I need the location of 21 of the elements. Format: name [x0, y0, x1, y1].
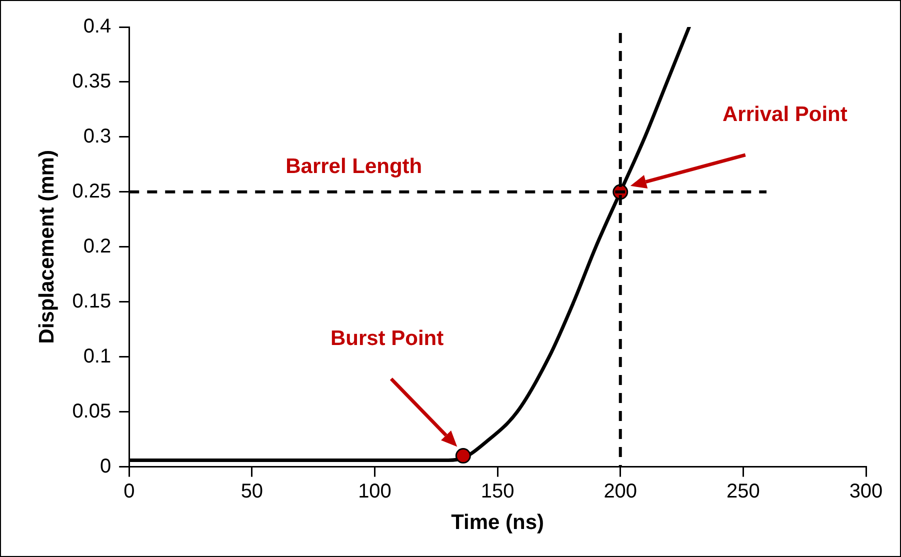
y-tick-label: 0.35 [72, 70, 112, 92]
x-tick-label: 150 [480, 480, 514, 502]
ref-line-label: Barrel Length [286, 155, 422, 178]
y-tick-label: 0.05 [72, 400, 112, 422]
y-tick-label: 0.15 [72, 290, 112, 312]
x-tick-label: 200 [604, 480, 638, 502]
x-axis-title: Time (ns) [451, 511, 544, 534]
y-tick-label: 0 [100, 455, 112, 478]
x-tick-label: 300 [849, 480, 883, 502]
y-tick-label: 0.3 [83, 125, 112, 148]
x-tick-label: 0 [124, 480, 135, 502]
x-tick-label: 100 [358, 480, 392, 502]
x-tick-label: 50 [240, 480, 264, 502]
y-tick-label: 0.4 [83, 16, 112, 38]
y-tick-label: 0.2 [83, 235, 112, 258]
y-axis-title: Displacement (mm) [35, 150, 58, 344]
annotation: Arrival Point [722, 102, 848, 126]
annotation: Burst Point [330, 327, 444, 350]
y-tick-label: 0.25 [72, 180, 112, 202]
y-tick-label: 0.1 [83, 345, 112, 368]
x-tick-label: 250 [726, 480, 760, 502]
